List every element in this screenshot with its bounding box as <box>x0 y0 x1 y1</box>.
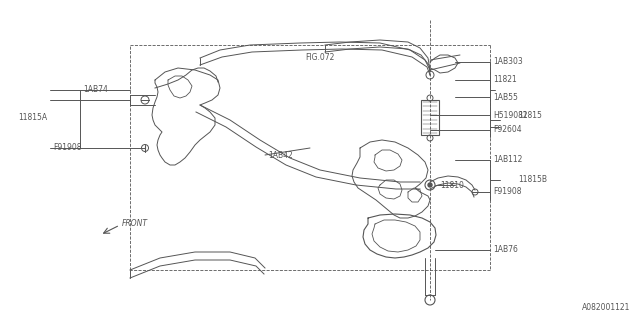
Text: FIG.072: FIG.072 <box>305 53 334 62</box>
Text: 1AB55: 1AB55 <box>493 92 518 101</box>
Text: A082001121: A082001121 <box>582 303 630 312</box>
Text: 11821: 11821 <box>493 76 516 84</box>
Bar <box>421 100 439 135</box>
Text: 11810: 11810 <box>440 180 464 189</box>
Text: 11815: 11815 <box>518 110 542 119</box>
Text: F92604: F92604 <box>493 125 522 134</box>
Circle shape <box>428 183 432 187</box>
Text: 1AB76: 1AB76 <box>493 245 518 254</box>
Text: 1AB303: 1AB303 <box>493 58 523 67</box>
Text: 1AB42: 1AB42 <box>268 150 292 159</box>
Text: F91908: F91908 <box>493 188 522 196</box>
Text: F91908: F91908 <box>53 143 81 153</box>
Text: H519082: H519082 <box>493 110 527 119</box>
Text: 1AB74: 1AB74 <box>83 85 108 94</box>
Text: 11815B: 11815B <box>518 175 547 185</box>
Text: 1AB112: 1AB112 <box>493 156 522 164</box>
Text: FRONT: FRONT <box>122 220 148 228</box>
Text: 11815A: 11815A <box>18 114 47 123</box>
